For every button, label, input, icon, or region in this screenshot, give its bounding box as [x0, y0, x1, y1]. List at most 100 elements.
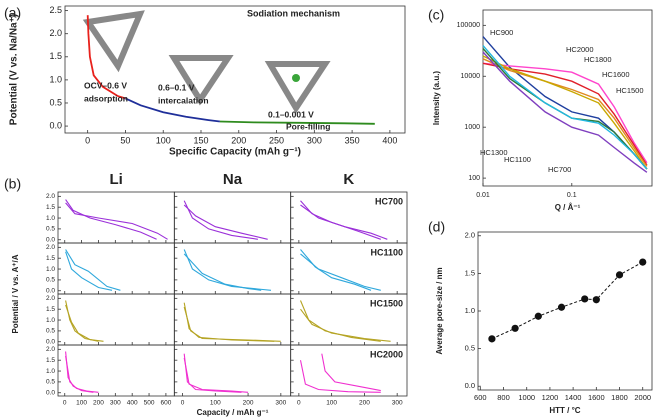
- x-tick-label: 1200: [542, 393, 559, 402]
- pore-filling-dots: [292, 74, 300, 82]
- x-tick-label: 300: [110, 400, 121, 407]
- x-axis-label: HTT / °C: [549, 406, 580, 415]
- y-tick-label: 0.5: [46, 379, 55, 386]
- x-tick-label: 100: [156, 135, 171, 145]
- point: [615, 271, 624, 279]
- y-tick-label: 0.0: [49, 120, 62, 130]
- line: [183, 249, 272, 291]
- series-label: HC1100: [504, 155, 531, 164]
- line: [299, 360, 381, 393]
- line: [300, 308, 391, 342]
- plot-frame: [57, 191, 175, 244]
- x-tick-label: 800: [497, 393, 510, 402]
- x-tick-label: 600: [474, 393, 487, 402]
- plot-frame: [57, 344, 175, 397]
- point: [511, 324, 519, 332]
- column-title: Na: [223, 171, 243, 188]
- row-label: HC1100: [370, 247, 403, 257]
- y-tick-label: 0.0: [465, 381, 475, 390]
- line: [86, 15, 126, 100]
- x-tick-label: 2000: [634, 393, 651, 402]
- annotation: adsorption: [84, 93, 128, 103]
- line: [482, 45, 648, 170]
- x-tick-label: 150: [193, 135, 208, 145]
- x-tick-label: 200: [243, 400, 254, 407]
- y-tick-label: 0.5: [46, 328, 55, 335]
- x-tick-label: 0.1: [567, 192, 577, 199]
- structure-1: [82, 10, 145, 73]
- line: [482, 36, 648, 170]
- y-tick-label: 2.0: [46, 244, 55, 251]
- series-label: HC1800: [584, 55, 612, 64]
- annotation: 0.1–0.001 V: [268, 109, 314, 119]
- line: [219, 120, 375, 125]
- line: [183, 306, 281, 342]
- line: [299, 300, 381, 342]
- x-tick-label: 100: [76, 400, 87, 407]
- y-tick-label: 1.0: [49, 74, 62, 84]
- line: [125, 97, 221, 123]
- point: [488, 335, 496, 343]
- x-axis-label: Capacity / mAh g⁻¹: [197, 408, 269, 417]
- line: [482, 62, 648, 164]
- y-tick-label: 0.0: [46, 338, 55, 345]
- line: [183, 357, 249, 393]
- line: [482, 58, 648, 167]
- x-tick-label: 0: [63, 400, 67, 407]
- structure-2: [168, 55, 234, 106]
- line: [183, 353, 242, 393]
- point: [639, 258, 647, 266]
- x-tick-label: 400: [127, 400, 138, 407]
- y-tick-label: 1.0: [465, 306, 475, 315]
- plot-frame: [482, 9, 653, 187]
- x-tick-label: 200: [359, 400, 370, 407]
- column-title: Li: [109, 171, 122, 188]
- y-tick-label: 100000: [457, 22, 480, 29]
- line: [482, 51, 648, 173]
- point: [557, 303, 566, 311]
- x-tick-label: 400: [382, 135, 397, 145]
- panel-label: (b): [4, 176, 21, 192]
- series-label: HC1500: [616, 86, 644, 95]
- line: [300, 253, 381, 291]
- y-tick-label: 0.5: [465, 344, 475, 353]
- y-tick-label: 1.5: [465, 268, 475, 277]
- line: [183, 253, 262, 291]
- x-tick-label: 350: [345, 135, 360, 145]
- plot-frame: [290, 344, 408, 397]
- y-tick-label: 0.5: [46, 277, 55, 284]
- plot-frame: [477, 231, 653, 391]
- x-tick-label: 1600: [588, 393, 605, 402]
- x-tick-label: 0: [297, 400, 301, 407]
- trend-line: [491, 261, 643, 340]
- y-tick-label: 10000: [461, 73, 481, 80]
- annotation: OCV–0.6 V: [84, 80, 127, 90]
- series-label: HC1300: [480, 148, 508, 157]
- plot-frame: [57, 242, 175, 295]
- row-label: HC700: [375, 196, 403, 206]
- x-tick-label: 100: [210, 400, 221, 407]
- plot-frame: [57, 293, 175, 346]
- line: [65, 249, 121, 291]
- y-tick-label: 0.0: [46, 287, 55, 294]
- y-tick-label: 2.0: [46, 346, 55, 353]
- line: [482, 48, 648, 170]
- y-tick-label: 0.5: [46, 226, 55, 233]
- annotation: Pore-filling: [286, 121, 330, 131]
- y-tick-label: 1.5: [46, 357, 55, 364]
- y-tick-label: 2.0: [46, 193, 55, 200]
- y-tick-label: 1.0: [46, 317, 55, 324]
- series-label: HC2000: [566, 45, 594, 54]
- inset-structures: [82, 10, 331, 114]
- point: [592, 296, 600, 304]
- line: [65, 304, 104, 342]
- line: [65, 351, 94, 393]
- y-tick-label: 2.0: [465, 231, 475, 240]
- y-axis-label: Potential / V vs. A⁺/A: [11, 254, 20, 333]
- annotation: Sodiation mechanism: [247, 8, 340, 18]
- y-tick-label: 1.5: [46, 306, 55, 313]
- series-label: HC700: [548, 165, 571, 174]
- y-tick-label: 2.5: [49, 5, 62, 15]
- x-tick-label: 200: [93, 400, 104, 407]
